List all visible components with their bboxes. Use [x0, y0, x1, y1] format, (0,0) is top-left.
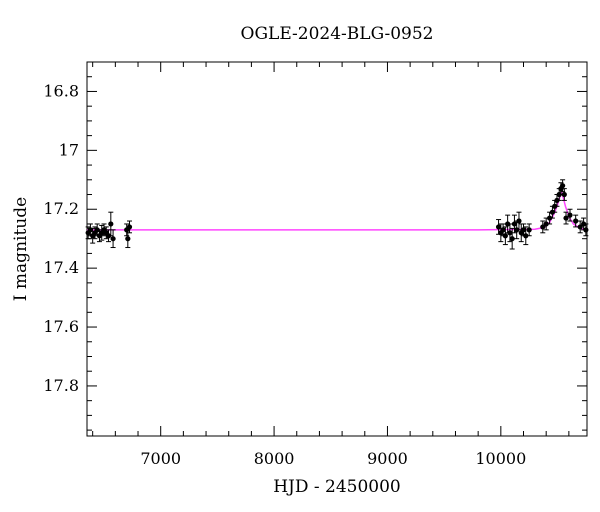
data-point: [108, 211, 114, 237]
data-point: [92, 226, 98, 240]
data-point: [563, 211, 569, 225]
data-point: [502, 226, 508, 246]
data-marker: [516, 218, 522, 224]
data-marker: [495, 224, 502, 230]
y-tick-label: 17.2: [43, 199, 79, 218]
data-marker: [563, 215, 569, 221]
data-point: [125, 229, 131, 249]
data-marker: [507, 230, 513, 236]
axis-ticks: [87, 62, 587, 436]
data-marker: [108, 221, 114, 227]
y-tick-label: 16.8: [43, 81, 79, 100]
data-marker: [540, 224, 546, 230]
data-marker: [125, 236, 131, 242]
chart-title: OGLE-2024-BLG-0952: [241, 24, 434, 44]
data-marker: [511, 221, 518, 227]
x-tick-label: 9000: [367, 449, 408, 468]
data-marker: [546, 215, 553, 221]
data-point: [126, 220, 133, 234]
y-axis-label: I magnitude: [11, 197, 31, 301]
plot-frame: [86, 61, 588, 437]
data-point: [110, 229, 116, 249]
y-tick-label: 17.4: [43, 258, 79, 277]
x-tick-label: 8000: [254, 449, 295, 468]
data-point: [523, 226, 529, 246]
data-point: [583, 223, 589, 237]
data-point: [543, 217, 549, 231]
y-tick-label: 17: [59, 140, 79, 159]
data-marker: [543, 221, 549, 227]
x-tick-label: 7000: [140, 449, 181, 468]
x-tick-label: 10000: [475, 449, 526, 468]
y-tick-label: 17.8: [43, 376, 79, 395]
y-tick-label: 17.6: [43, 317, 79, 336]
data-point: [526, 223, 532, 237]
data-marker: [560, 183, 566, 189]
data-marker: [502, 233, 508, 239]
data-point: [573, 214, 579, 228]
data-marker: [523, 233, 529, 239]
data-point: [105, 229, 112, 243]
data-point: [500, 223, 506, 237]
data-marker: [573, 218, 579, 224]
data-marker: [126, 224, 133, 230]
data-marker: [110, 236, 116, 242]
data-point: [509, 227, 515, 250]
data-marker: [526, 227, 532, 233]
data-marker: [500, 227, 506, 233]
data-point: [567, 208, 573, 222]
data-point: [560, 179, 566, 193]
data-point: [540, 220, 546, 234]
data-point: [516, 211, 522, 231]
data-points-layer: [85, 179, 589, 250]
data-marker: [583, 227, 589, 233]
x-axis-label: HJD - 2450000: [273, 477, 401, 497]
data-marker: [567, 212, 573, 218]
data-marker: [577, 224, 583, 230]
data-point: [577, 220, 583, 234]
data-point: [546, 211, 553, 225]
data-marker: [561, 191, 567, 198]
data-point: [561, 188, 567, 201]
plot-area: [85, 61, 589, 437]
x-tick-labels: 7000 8000 9000 10000: [140, 449, 526, 468]
data-marker: [520, 227, 527, 233]
y-tick-labels: 16.8 17 17.2 17.4 17.6 17.8: [43, 81, 79, 394]
data-marker: [509, 236, 515, 242]
